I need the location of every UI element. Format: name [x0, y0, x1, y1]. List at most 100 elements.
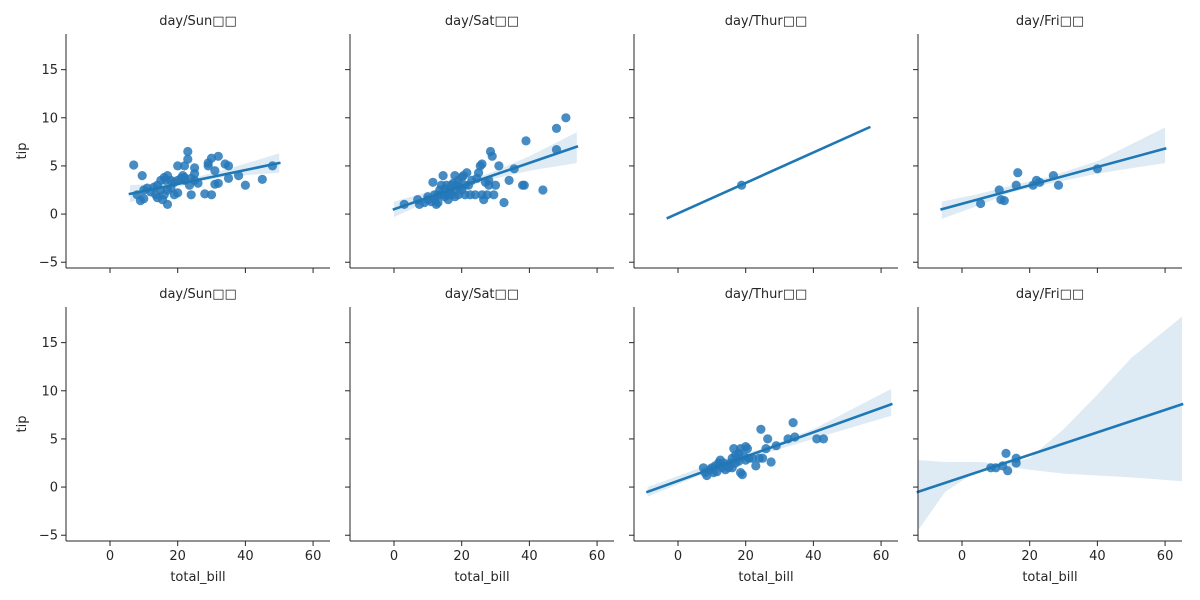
x-tick-label: 40	[237, 549, 254, 564]
y-tick-label: 5	[50, 432, 58, 447]
data-point	[477, 159, 487, 169]
data-point	[521, 136, 531, 146]
regression-line	[666, 125, 871, 220]
data-point	[551, 123, 562, 133]
x-tick-label: 20	[1021, 549, 1038, 564]
data-point	[129, 160, 139, 170]
data-point	[433, 197, 443, 208]
panel-title: day/Sat□□	[445, 14, 519, 29]
x-axis-label: total_bill	[170, 570, 225, 585]
panel-title: day/Fri□□	[1016, 287, 1084, 302]
x-tick-label: 0	[674, 549, 682, 564]
data-point	[742, 444, 753, 454]
y-axis-label: tip	[15, 416, 30, 433]
data-point	[139, 194, 149, 204]
y-tick-label: 5	[50, 159, 58, 174]
y-tick-label: −5	[39, 529, 58, 544]
data-point	[818, 434, 829, 444]
data-point	[976, 198, 986, 209]
panel-title: day/Thur□□	[725, 287, 808, 302]
data-point	[561, 113, 571, 123]
data-point	[223, 173, 234, 183]
facet-panel: day/Thur□□ 0 20 40 60 total_bill	[629, 287, 898, 585]
data-point	[504, 175, 514, 185]
data-point	[490, 180, 501, 190]
data-point	[173, 188, 183, 198]
data-point	[257, 174, 267, 184]
regression-line	[128, 161, 281, 196]
data-point	[173, 161, 183, 171]
data-point	[489, 190, 499, 200]
data-point	[428, 177, 438, 187]
data-point	[494, 161, 504, 171]
confidence-band	[918, 316, 1182, 531]
data-point	[1053, 180, 1064, 190]
data-point	[758, 453, 768, 463]
data-point	[1003, 466, 1013, 476]
confidence-band	[941, 127, 1166, 219]
panel-title: day/Sun□□	[159, 14, 237, 29]
facet-panel: day/Sat□□ 0 20 40 60 total_bill	[345, 287, 614, 585]
x-tick-label: 40	[521, 549, 538, 564]
data-point	[223, 161, 234, 171]
data-point	[206, 190, 217, 200]
facet-panel: day/Fri□□	[913, 14, 1182, 273]
y-tick-label: 0	[50, 208, 58, 223]
data-point	[999, 196, 1009, 206]
y-axis-label: tip	[15, 143, 30, 160]
x-tick-label: 60	[1157, 549, 1174, 564]
x-tick-label: 20	[737, 549, 754, 564]
x-tick-label: 20	[169, 549, 186, 564]
data-point	[487, 151, 497, 161]
panel-title: day/Sat□□	[445, 287, 519, 302]
data-point	[737, 470, 747, 480]
data-point	[213, 151, 223, 161]
data-point	[213, 178, 223, 188]
data-point	[183, 154, 193, 164]
data-point	[240, 180, 250, 190]
data-point	[179, 172, 190, 183]
x-tick-label: 0	[958, 549, 966, 564]
data-point	[756, 424, 766, 434]
data-point	[482, 190, 492, 200]
y-tick-label: 15	[41, 336, 58, 351]
regression-line	[916, 402, 1184, 494]
x-tick-label: 0	[390, 549, 398, 564]
y-tick-label: −5	[39, 256, 58, 271]
data-point	[812, 434, 822, 444]
data-point	[234, 171, 244, 181]
regression-line	[392, 145, 579, 211]
data-point	[186, 190, 196, 200]
data-point	[766, 457, 776, 467]
x-axis-label: total_bill	[454, 570, 509, 585]
data-point	[462, 168, 472, 178]
data-point	[763, 434, 773, 444]
x-tick-label: 40	[1089, 549, 1106, 564]
data-point	[499, 197, 509, 208]
data-point	[438, 171, 448, 181]
x-tick-label: 40	[805, 549, 822, 564]
data-point	[1001, 448, 1011, 458]
data-point	[190, 169, 200, 179]
x-tick-label: 60	[873, 549, 890, 564]
x-tick-label: 0	[106, 549, 114, 564]
x-axis-label: total_bill	[1022, 570, 1077, 585]
panel-title: day/Fri□□	[1016, 14, 1084, 29]
data-point	[210, 166, 220, 176]
regression-line	[645, 402, 893, 494]
y-tick-label: 10	[41, 384, 58, 399]
facet-panel: day/Fri□□ 0 20 40 60 total_bill	[913, 287, 1184, 585]
panel-title: day/Thur□□	[725, 14, 808, 29]
data-point	[519, 180, 529, 190]
x-tick-label: 60	[305, 549, 322, 564]
y-tick-label: 10	[41, 111, 58, 126]
data-point	[183, 146, 193, 157]
data-point	[538, 185, 548, 195]
data-point	[200, 189, 210, 199]
data-point	[470, 190, 480, 200]
facet-panel: day/Sun□□ 0 20 40 60 −5 0 5 10 15 tip total_bill	[15, 287, 330, 585]
facet-panel: day/Sun□□ −5 0 5 10 15 tip	[15, 14, 330, 273]
facet-panel: day/Sat□□	[345, 14, 614, 273]
panel-title: day/Sun□□	[159, 287, 237, 302]
